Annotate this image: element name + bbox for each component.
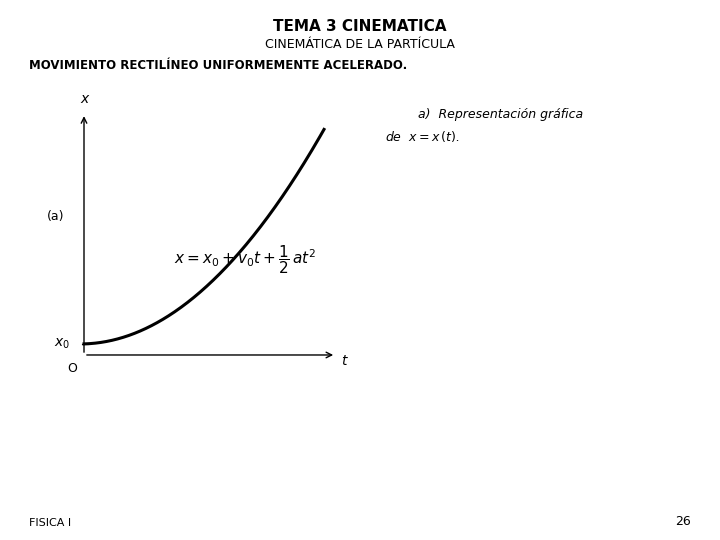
Text: MOVIMIENTO RECTILÍNEO UNIFORMEMENTE ACELERADO.: MOVIMIENTO RECTILÍNEO UNIFORMEMENTE ACEL… [29,59,407,72]
Text: x: x [80,92,88,106]
Text: 26: 26 [675,515,691,528]
Text: FISICA I: FISICA I [29,518,71,528]
Text: TEMA 3 CINEMATICA: TEMA 3 CINEMATICA [274,19,446,34]
Text: $x = x_0 + v_0t + \dfrac{1}{2}\,at^2$: $x = x_0 + v_0t + \dfrac{1}{2}\,at^2$ [174,244,317,276]
Text: O: O [67,362,77,375]
Text: (a): (a) [48,211,65,224]
Text: t: t [341,354,346,368]
Text: CINEMÁTICA DE LA PARTÍCULA: CINEMÁTICA DE LA PARTÍCULA [265,38,455,51]
Text: $x_0$: $x_0$ [53,337,70,351]
Text: de  $x = x\,(t)$.: de $x = x\,(t)$. [385,129,460,144]
Text: a)  Representación gráfica: a) Representación gráfica [418,108,582,121]
